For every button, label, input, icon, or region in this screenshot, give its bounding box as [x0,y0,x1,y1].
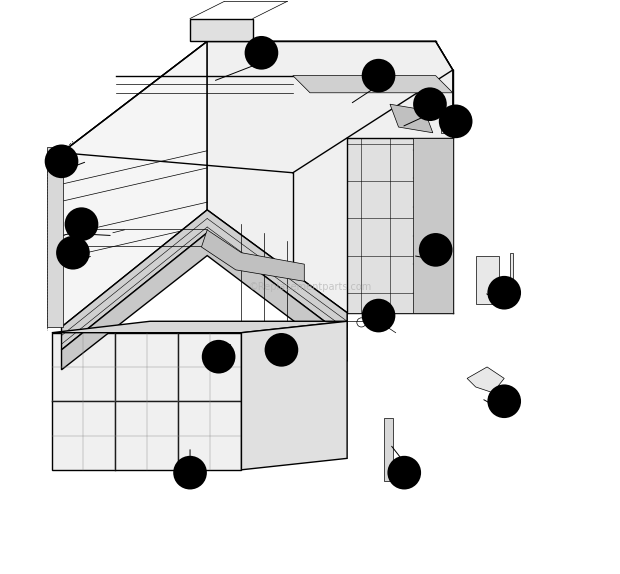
Polygon shape [384,418,393,481]
Circle shape [388,457,420,488]
Circle shape [66,208,97,240]
Polygon shape [190,18,253,41]
Circle shape [363,300,394,332]
Circle shape [488,385,520,417]
Polygon shape [476,253,513,304]
Circle shape [203,341,234,373]
Polygon shape [213,344,230,358]
Text: 48: 48 [421,98,438,111]
Text: 8: 8 [215,350,223,363]
Circle shape [488,277,520,309]
Text: 9: 9 [374,309,383,322]
Text: 47: 47 [253,46,270,59]
Text: ©Replacementparts.com: ©Replacementparts.com [249,282,371,292]
Text: 49: 49 [73,218,90,231]
Polygon shape [61,41,207,327]
Text: 45: 45 [273,343,290,356]
Polygon shape [202,230,304,281]
Text: 40: 40 [427,243,445,257]
Polygon shape [467,367,504,393]
Circle shape [440,106,472,137]
Polygon shape [293,76,453,93]
Circle shape [57,236,89,269]
Polygon shape [61,232,347,370]
Text: 7c: 7c [396,466,412,479]
Circle shape [174,457,206,488]
Text: 44: 44 [64,246,82,259]
Polygon shape [52,333,241,470]
Circle shape [363,60,394,92]
Circle shape [45,145,78,177]
Circle shape [414,88,446,120]
Polygon shape [61,210,347,350]
Polygon shape [52,321,347,333]
Circle shape [420,234,451,266]
Text: 46: 46 [53,155,70,168]
Polygon shape [390,104,433,133]
Polygon shape [413,138,453,313]
Text: 7a: 7a [495,286,513,299]
Text: 7b: 7b [495,395,513,408]
Text: K: K [451,115,461,128]
Circle shape [246,37,277,69]
Text: 42: 42 [370,69,388,82]
Polygon shape [347,138,453,313]
Polygon shape [207,41,453,313]
Polygon shape [47,147,63,327]
Circle shape [265,334,298,366]
Polygon shape [241,321,347,470]
Text: 50: 50 [181,466,199,479]
Polygon shape [61,41,453,173]
